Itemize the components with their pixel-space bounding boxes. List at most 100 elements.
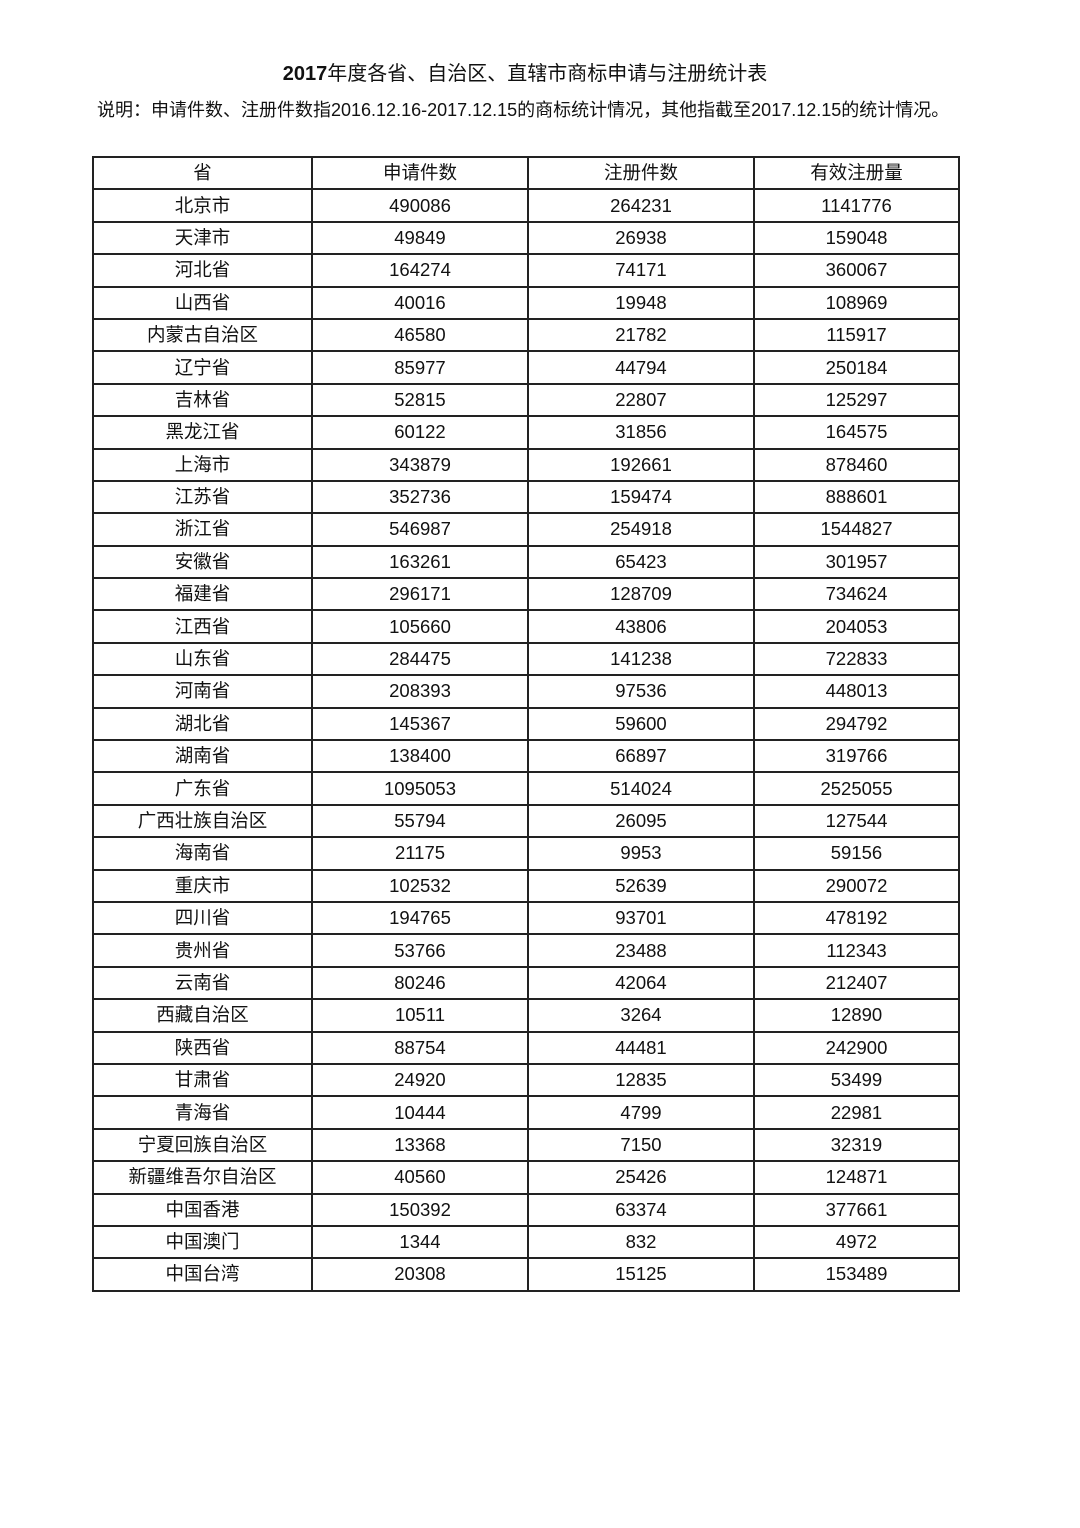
cell-province: 中国台湾 [92,1257,313,1292]
table-row: 山东省 284475 141238 722833 [92,641,960,677]
table-row: 新疆维吾尔自治区 40560 25426 124871 [92,1160,960,1195]
cell-registrations: 19948 [527,285,755,320]
cell-registrations: 15125 [527,1257,755,1292]
explanatory-note: 说明：申请件数、注册件数指2016.12.16-2017.12.15的商标统计情… [97,100,950,120]
cell-registrations: 74171 [527,253,755,288]
cell-applications: 343879 [311,447,529,482]
cell-applications: 85977 [311,350,529,385]
cell-province: 内蒙古自治区 [92,317,313,353]
cell-registrations: 3264 [527,998,755,1033]
table-row: 广东省 1095053 514024 2525055 [92,771,960,806]
table-row: 贵州省 53766 23488 112343 [92,933,960,968]
cell-province: 海南省 [92,836,313,871]
cell-province: 重庆市 [92,868,313,903]
cell-applications: 102532 [311,868,529,903]
cell-registrations: 52639 [527,868,755,903]
table-row: 西藏自治区 10511 3264 12890 [92,998,960,1033]
trademark-statistics-table: 省 申请件数 注册件数 有效注册量 北京市 490086 264231 1141776… [92,155,960,1292]
cell-applications: 55794 [311,803,529,839]
cell-registrations: 254918 [527,512,755,547]
title-text: 年度各省、自治区、直辖市商标申请与注册统计表 [327,63,768,85]
cell-valid-registrations: 53499 [753,1062,960,1098]
cell-province: 贵州省 [92,933,313,968]
cell-valid-registrations: 32319 [753,1127,960,1163]
table-row: 江苏省 352736 159474 888601 [92,479,960,515]
cell-registrations: 42064 [527,965,755,1001]
table-row: 吉林省 52815 22807 125297 [92,382,960,418]
cell-applications: 24920 [311,1062,529,1098]
cell-valid-registrations: 722833 [753,641,960,677]
cell-province: 浙江省 [92,512,313,547]
table-row: 中国香港 150392 63374 377661 [92,1192,960,1227]
cell-applications: 10444 [311,1095,529,1130]
cell-province: 福建省 [92,577,313,612]
table-row: 辽宁省 85977 44794 250184 [92,350,960,385]
table-row: 浙江省 546987 254918 1544827 [92,512,960,547]
table-row: 广西壮族自治区 55794 26095 127544 [92,803,960,839]
cell-valid-registrations: 319766 [753,739,960,774]
cell-valid-registrations: 12890 [753,998,960,1033]
document-title: 2017年度各省、自治区、直辖市商标申请与注册统计表 [0,60,1050,88]
cell-valid-registrations: 108969 [753,285,960,320]
cell-registrations: 63374 [527,1192,755,1227]
cell-applications: 46580 [311,317,529,353]
cell-registrations: 59600 [527,706,755,742]
cell-province: 河北省 [92,253,313,288]
table-row: 天津市 49849 26938 159048 [92,220,960,256]
table-row: 海南省 21175 9953 59156 [92,836,960,871]
cell-registrations: 22807 [527,382,755,418]
cell-registrations: 65423 [527,544,755,580]
cell-applications: 352736 [311,479,529,515]
cell-registrations: 44794 [527,350,755,385]
cell-valid-registrations: 878460 [753,447,960,482]
cell-province: 河南省 [92,674,313,709]
cell-valid-registrations: 59156 [753,836,960,871]
cell-applications: 10511 [311,998,529,1033]
cell-applications: 52815 [311,382,529,418]
cell-province: 云南省 [92,965,313,1001]
cell-applications: 150392 [311,1192,529,1227]
cell-valid-registrations: 164575 [753,415,960,450]
table-row: 山西省 40016 19948 108969 [92,285,960,320]
cell-registrations: 23488 [527,933,755,968]
cell-applications: 208393 [311,674,529,709]
cell-registrations: 9953 [527,836,755,871]
cell-province: 上海市 [92,447,313,482]
table-row: 黑龙江省 60122 31856 164575 [92,415,960,450]
cell-registrations: 31856 [527,415,755,450]
table-row: 安徽省 163261 65423 301957 [92,544,960,580]
cell-applications: 145367 [311,706,529,742]
cell-province: 西藏自治区 [92,998,313,1033]
cell-province: 宁夏回族自治区 [92,1127,313,1163]
table-row: 上海市 343879 192661 878460 [92,447,960,482]
cell-province: 黑龙江省 [92,415,313,450]
table-row: 湖南省 138400 66897 319766 [92,739,960,774]
cell-valid-registrations: 2525055 [753,771,960,806]
table-row: 福建省 296171 128709 734624 [92,577,960,612]
cell-registrations: 264231 [527,188,755,223]
table-row: 内蒙古自治区 46580 21782 115917 [92,317,960,353]
cell-valid-registrations: 301957 [753,544,960,580]
cell-province: 新疆维吾尔自治区 [92,1160,313,1195]
cell-province: 天津市 [92,220,313,256]
cell-province: 甘肃省 [92,1062,313,1098]
cell-valid-registrations: 888601 [753,479,960,515]
cell-registrations: 159474 [527,479,755,515]
cell-province: 山西省 [92,285,313,320]
header-applications: 申请件数 [311,155,529,191]
header-row: 省 申请件数 注册件数 有效注册量 [92,155,960,191]
cell-registrations: 832 [527,1224,755,1260]
cell-province: 北京市 [92,188,313,223]
cell-valid-registrations: 115917 [753,317,960,353]
cell-applications: 1344 [311,1224,529,1260]
table-row: 中国台湾 20308 15125 153489 [92,1257,960,1292]
cell-valid-registrations: 290072 [753,868,960,903]
cell-registrations: 93701 [527,900,755,936]
cell-valid-registrations: 112343 [753,933,960,968]
cell-applications: 194765 [311,900,529,936]
cell-valid-registrations: 360067 [753,253,960,288]
cell-valid-registrations: 127544 [753,803,960,839]
cell-registrations: 128709 [527,577,755,612]
cell-province: 四川省 [92,900,313,936]
cell-registrations: 514024 [527,771,755,806]
